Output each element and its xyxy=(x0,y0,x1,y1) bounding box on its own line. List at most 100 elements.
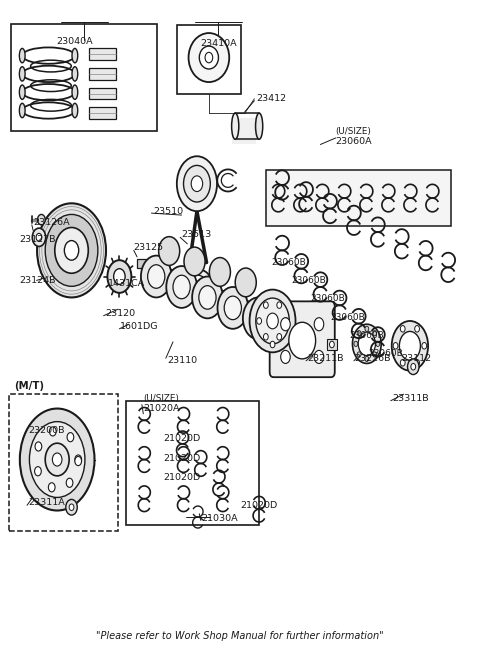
Circle shape xyxy=(357,352,361,357)
Text: 21020A: 21020A xyxy=(144,404,180,413)
Text: 23513: 23513 xyxy=(181,230,212,239)
Circle shape xyxy=(184,247,205,276)
Circle shape xyxy=(372,352,376,357)
Circle shape xyxy=(354,341,358,346)
Circle shape xyxy=(209,257,230,286)
Text: 23124B: 23124B xyxy=(19,276,55,285)
Ellipse shape xyxy=(19,67,25,81)
Ellipse shape xyxy=(72,103,78,118)
Text: 23060A: 23060A xyxy=(336,138,372,146)
Circle shape xyxy=(243,297,274,339)
Text: 21020D: 21020D xyxy=(163,434,201,443)
Text: (U/SIZE): (U/SIZE) xyxy=(144,394,179,403)
Circle shape xyxy=(45,214,98,286)
Circle shape xyxy=(365,326,369,331)
Circle shape xyxy=(69,504,74,510)
Bar xyxy=(89,88,116,100)
Ellipse shape xyxy=(189,33,229,82)
Circle shape xyxy=(314,318,324,331)
Text: 23060B: 23060B xyxy=(368,349,403,358)
Circle shape xyxy=(352,324,381,364)
Circle shape xyxy=(365,356,369,362)
Circle shape xyxy=(75,457,82,466)
Circle shape xyxy=(67,432,74,441)
Text: 21020D: 21020D xyxy=(163,474,201,482)
Bar xyxy=(126,401,259,525)
Circle shape xyxy=(358,332,375,356)
Polygon shape xyxy=(173,277,216,293)
Circle shape xyxy=(66,478,73,487)
Text: (M/T): (M/T) xyxy=(14,381,44,391)
Bar xyxy=(232,119,255,145)
Circle shape xyxy=(108,260,132,293)
FancyBboxPatch shape xyxy=(270,301,335,377)
Text: 23410A: 23410A xyxy=(200,39,237,48)
Circle shape xyxy=(284,318,288,324)
Circle shape xyxy=(35,466,41,476)
Text: 23127B: 23127B xyxy=(19,234,55,244)
Circle shape xyxy=(415,326,420,332)
Text: 23226B: 23226B xyxy=(354,354,390,364)
Circle shape xyxy=(45,443,69,476)
Circle shape xyxy=(49,427,56,436)
Text: 23311A: 23311A xyxy=(28,498,65,507)
Ellipse shape xyxy=(72,48,78,63)
Circle shape xyxy=(36,233,42,241)
Ellipse shape xyxy=(199,46,218,69)
Circle shape xyxy=(32,228,46,246)
Circle shape xyxy=(166,266,197,308)
Ellipse shape xyxy=(255,113,263,140)
Circle shape xyxy=(224,296,241,320)
Circle shape xyxy=(48,483,55,492)
Circle shape xyxy=(357,331,361,336)
Text: 23060B: 23060B xyxy=(330,312,365,322)
Ellipse shape xyxy=(185,269,211,294)
Circle shape xyxy=(250,307,267,330)
Text: 21020D: 21020D xyxy=(163,454,201,462)
Circle shape xyxy=(314,350,324,364)
Text: 23200B: 23200B xyxy=(28,426,65,436)
Ellipse shape xyxy=(19,85,25,100)
Ellipse shape xyxy=(191,275,205,288)
Text: 23211B: 23211B xyxy=(307,354,344,364)
Circle shape xyxy=(329,341,334,348)
Text: 23060B: 23060B xyxy=(311,294,346,303)
Circle shape xyxy=(192,276,223,318)
Circle shape xyxy=(75,455,82,464)
Bar xyxy=(177,25,241,94)
Ellipse shape xyxy=(72,67,78,81)
Circle shape xyxy=(205,52,213,63)
Ellipse shape xyxy=(19,48,25,63)
Circle shape xyxy=(148,265,165,288)
Circle shape xyxy=(55,227,88,273)
Text: (U/SIZE): (U/SIZE) xyxy=(336,127,372,136)
Circle shape xyxy=(400,326,405,332)
Circle shape xyxy=(408,359,419,375)
Circle shape xyxy=(250,290,296,352)
Circle shape xyxy=(20,409,95,510)
Text: 23060B: 23060B xyxy=(349,331,384,340)
Bar xyxy=(89,107,116,119)
Text: 21020D: 21020D xyxy=(240,501,277,510)
Circle shape xyxy=(281,318,290,331)
Circle shape xyxy=(264,333,268,340)
Circle shape xyxy=(66,499,77,515)
Circle shape xyxy=(183,166,210,202)
Text: 23311B: 23311B xyxy=(392,394,429,403)
Ellipse shape xyxy=(19,103,25,118)
Ellipse shape xyxy=(232,113,239,140)
Text: 23125: 23125 xyxy=(134,243,164,252)
Circle shape xyxy=(235,268,256,297)
Circle shape xyxy=(177,157,217,211)
Text: 23412: 23412 xyxy=(257,94,287,103)
Circle shape xyxy=(114,269,125,284)
Bar xyxy=(89,68,116,80)
Bar xyxy=(327,339,336,350)
Ellipse shape xyxy=(72,85,78,100)
Text: 23060B: 23060B xyxy=(292,276,326,285)
Circle shape xyxy=(191,176,203,191)
Text: 1601DG: 1601DG xyxy=(120,322,159,331)
Text: 23060B: 23060B xyxy=(271,257,306,267)
Circle shape xyxy=(422,343,427,349)
Circle shape xyxy=(415,360,420,366)
